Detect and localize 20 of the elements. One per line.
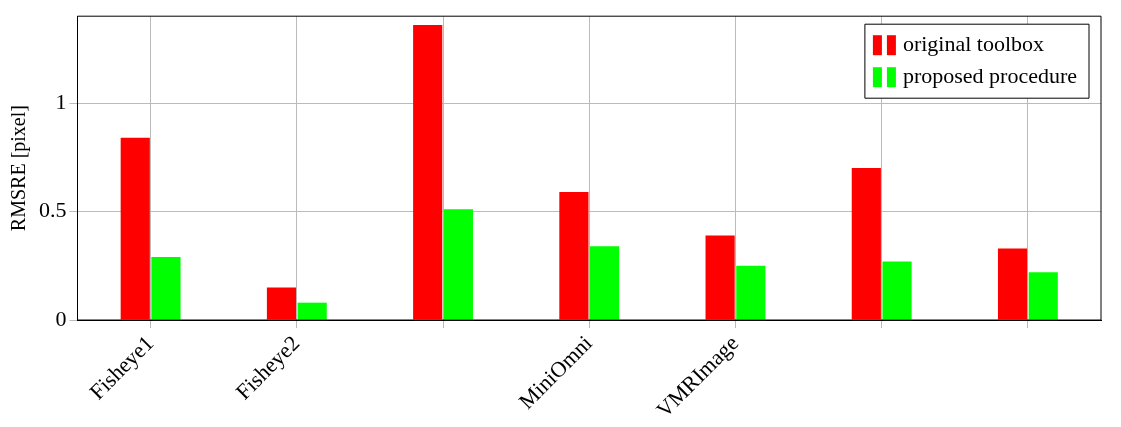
bar <box>266 287 297 320</box>
y-tick-label: 0 <box>55 305 67 331</box>
bar <box>736 265 766 320</box>
bar <box>297 302 327 320</box>
bar <box>413 24 443 320</box>
bar <box>120 137 150 320</box>
bar <box>851 168 881 320</box>
bar <box>1028 272 1058 320</box>
bar <box>443 209 473 320</box>
bar <box>151 257 181 320</box>
legend-label: proposed procedure <box>902 62 1078 88</box>
y-axis-title: RMSRE [pixel] <box>7 105 31 232</box>
bar <box>559 191 589 320</box>
bar <box>590 246 620 320</box>
bar <box>882 261 912 320</box>
y-tick-label: 1 <box>55 88 67 114</box>
bar <box>705 235 735 320</box>
y-tick-label: 0.5 <box>39 197 67 223</box>
bar <box>997 248 1028 320</box>
legend-label: original toolbox <box>902 30 1045 56</box>
